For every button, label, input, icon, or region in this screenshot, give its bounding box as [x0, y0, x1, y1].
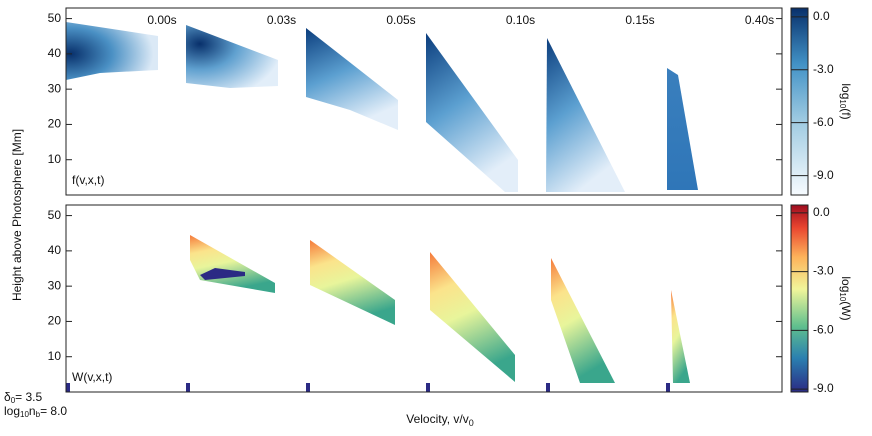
colorbar-label: log10(f) — [838, 83, 853, 119]
y-tick-label: 50 — [48, 11, 62, 25]
colorbar-tick-label: 0.0 — [813, 205, 830, 219]
colorbar-label-sub: 10 — [838, 99, 847, 108]
colorbar-tick-label: 0.0 — [813, 9, 830, 23]
time-label: 0.05s — [386, 13, 415, 27]
param-text: n — [29, 404, 36, 418]
colorbar-tick-label: -3.0 — [813, 62, 834, 76]
x-axis-label: Velocity, v/v0 — [406, 412, 473, 428]
y-tick-label: 50 — [48, 208, 62, 222]
w-shape — [666, 383, 670, 392]
f-shape — [426, 33, 518, 192]
plot-frame — [65, 204, 783, 393]
colorbar-tick-label: -6.0 — [813, 322, 834, 336]
time-label: 0.03s — [267, 13, 296, 27]
w-shape — [66, 383, 70, 392]
colorbar-label: log10(W) — [838, 276, 853, 320]
time-label: 0.40s — [745, 13, 774, 27]
colorbar-tick-label: -3.0 — [813, 264, 834, 278]
w-shape — [546, 383, 550, 392]
w-shape — [190, 235, 275, 293]
colorbar-label-text: (f) — [839, 108, 853, 119]
x-axis-label-sub: 0 — [469, 418, 474, 428]
f-shape — [306, 28, 398, 130]
w-shape — [430, 252, 515, 382]
time-label: 0.10s — [506, 13, 535, 27]
y-tick-label: 30 — [48, 278, 62, 292]
param-text: log — [4, 404, 20, 418]
time-label: 0.00s — [147, 13, 176, 27]
colorbar-label-sub: 10 — [838, 292, 847, 301]
w-shape — [306, 383, 310, 392]
panel-label: f(v,x,t) — [72, 173, 104, 187]
colorbar-tick-label: -9.0 — [813, 381, 834, 395]
param: δ0= 3.5 — [4, 390, 42, 405]
x-axis-label-text: Velocity, v/v — [406, 412, 468, 426]
y-tick-label: 10 — [48, 152, 62, 166]
w-shape — [671, 290, 690, 383]
w-shape — [186, 383, 190, 392]
colorbar-tick-label: -6.0 — [813, 115, 834, 129]
y-tick-label: 20 — [48, 117, 62, 131]
colorbar-label-text: log — [839, 276, 853, 292]
y-tick-label: 20 — [48, 314, 62, 328]
w-shape — [310, 240, 395, 325]
plot-frame — [65, 7, 783, 196]
panel-label: W(v,x,t) — [72, 370, 112, 384]
colorbar-tick-label: -9.0 — [813, 168, 834, 182]
f-shape — [546, 38, 625, 192]
y-tick-label: 30 — [48, 81, 62, 95]
param-text: = 8.0 — [40, 404, 67, 418]
w-shape — [551, 258, 615, 383]
colorbar — [790, 204, 809, 393]
param: log10nb= 8.0 — [4, 404, 67, 419]
time-label: 0.15s — [625, 13, 654, 27]
y-axis-label: Height above Photosphere [Mm] — [10, 129, 24, 301]
colorbar — [790, 7, 809, 196]
param-sub: b — [36, 410, 41, 419]
y-tick-label: 40 — [48, 243, 62, 257]
colorbar-label-text: (W) — [839, 301, 853, 320]
param-text: = 3.5 — [15, 390, 42, 404]
f-shape — [66, 22, 158, 80]
param-sub: 0 — [11, 396, 16, 405]
param-sub: 10 — [20, 410, 29, 419]
w-shape — [426, 383, 430, 392]
y-tick-label: 10 — [48, 349, 62, 363]
param-text: δ — [4, 390, 11, 404]
distribution-shapes — [66, 22, 698, 392]
colorbar-label-text: log — [839, 83, 853, 99]
f-shape — [186, 25, 278, 88]
f-shape — [667, 68, 698, 190]
y-tick-label: 40 — [48, 46, 62, 60]
w-shape — [200, 268, 245, 280]
